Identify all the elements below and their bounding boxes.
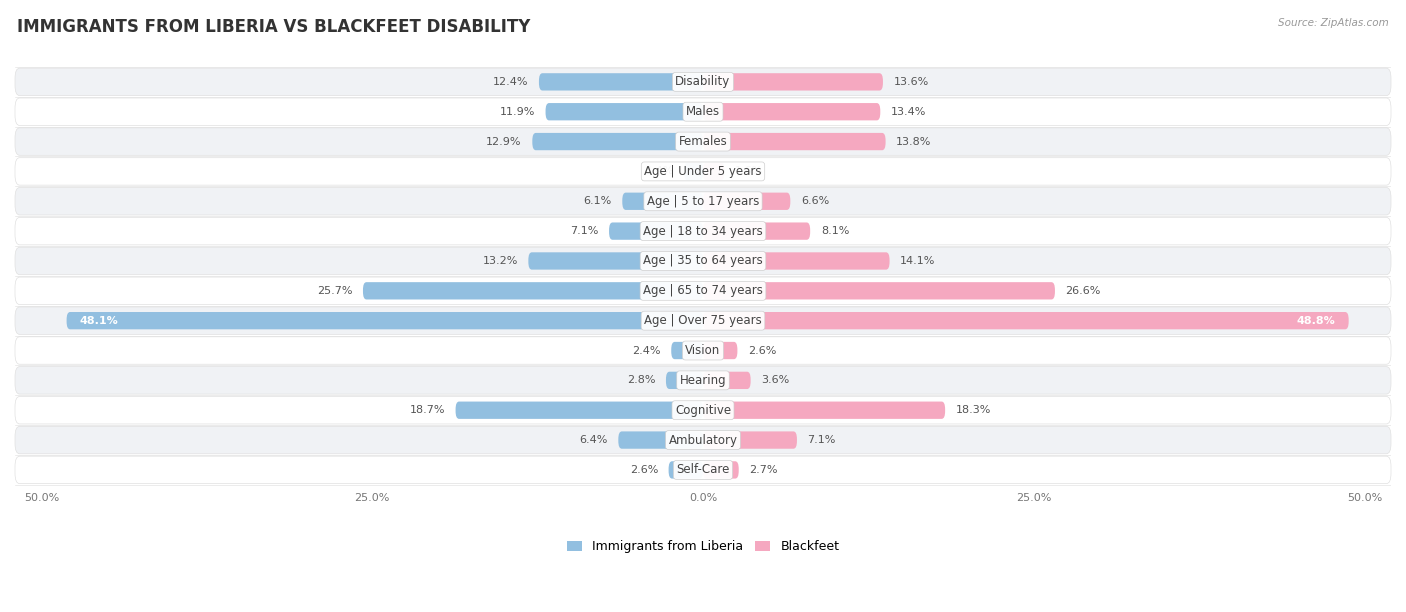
FancyBboxPatch shape <box>15 427 1391 454</box>
FancyBboxPatch shape <box>623 193 703 210</box>
FancyBboxPatch shape <box>666 371 703 389</box>
Text: 12.4%: 12.4% <box>494 77 529 87</box>
Text: 11.9%: 11.9% <box>499 106 534 117</box>
FancyBboxPatch shape <box>685 163 703 180</box>
FancyBboxPatch shape <box>15 128 1391 155</box>
Text: Vision: Vision <box>685 344 721 357</box>
FancyBboxPatch shape <box>15 367 1391 394</box>
FancyBboxPatch shape <box>456 401 703 419</box>
FancyBboxPatch shape <box>703 223 810 240</box>
Text: Males: Males <box>686 105 720 118</box>
FancyBboxPatch shape <box>671 342 703 359</box>
FancyBboxPatch shape <box>703 282 1054 299</box>
Text: Age | 18 to 34 years: Age | 18 to 34 years <box>643 225 763 237</box>
Text: Disability: Disability <box>675 75 731 88</box>
FancyBboxPatch shape <box>15 217 1391 245</box>
FancyBboxPatch shape <box>703 401 945 419</box>
Text: Age | Under 5 years: Age | Under 5 years <box>644 165 762 178</box>
Text: 14.1%: 14.1% <box>900 256 935 266</box>
Text: IMMIGRANTS FROM LIBERIA VS BLACKFEET DISABILITY: IMMIGRANTS FROM LIBERIA VS BLACKFEET DIS… <box>17 18 530 36</box>
Text: 18.3%: 18.3% <box>956 405 991 415</box>
Text: 13.6%: 13.6% <box>894 77 929 87</box>
Text: 2.7%: 2.7% <box>749 465 778 475</box>
Text: Age | 5 to 17 years: Age | 5 to 17 years <box>647 195 759 207</box>
Text: 6.1%: 6.1% <box>583 196 612 206</box>
FancyBboxPatch shape <box>703 133 886 150</box>
FancyBboxPatch shape <box>15 277 1391 305</box>
Text: 6.6%: 6.6% <box>801 196 830 206</box>
Text: 1.4%: 1.4% <box>645 166 673 176</box>
FancyBboxPatch shape <box>15 307 1391 334</box>
FancyBboxPatch shape <box>703 371 751 389</box>
FancyBboxPatch shape <box>703 431 797 449</box>
FancyBboxPatch shape <box>703 163 724 180</box>
Text: 2.6%: 2.6% <box>630 465 658 475</box>
FancyBboxPatch shape <box>669 461 703 479</box>
Text: 7.1%: 7.1% <box>807 435 837 445</box>
FancyBboxPatch shape <box>703 193 790 210</box>
Text: 8.1%: 8.1% <box>821 226 849 236</box>
Text: 2.4%: 2.4% <box>633 346 661 356</box>
Text: Hearing: Hearing <box>679 374 727 387</box>
FancyBboxPatch shape <box>15 337 1391 364</box>
Text: 2.8%: 2.8% <box>627 375 655 386</box>
Legend: Immigrants from Liberia, Blackfeet: Immigrants from Liberia, Blackfeet <box>561 535 845 558</box>
Text: 48.1%: 48.1% <box>80 316 118 326</box>
Text: 13.8%: 13.8% <box>896 136 932 146</box>
Text: Self-Care: Self-Care <box>676 463 730 476</box>
Text: Age | Over 75 years: Age | Over 75 years <box>644 314 762 327</box>
Text: 3.6%: 3.6% <box>761 375 789 386</box>
Text: 18.7%: 18.7% <box>409 405 446 415</box>
Text: 6.4%: 6.4% <box>579 435 607 445</box>
FancyBboxPatch shape <box>609 223 703 240</box>
FancyBboxPatch shape <box>15 98 1391 125</box>
Text: Females: Females <box>679 135 727 148</box>
Text: 25.7%: 25.7% <box>316 286 353 296</box>
FancyBboxPatch shape <box>538 73 703 91</box>
Text: 7.1%: 7.1% <box>569 226 599 236</box>
Text: Source: ZipAtlas.com: Source: ZipAtlas.com <box>1278 18 1389 28</box>
FancyBboxPatch shape <box>15 158 1391 185</box>
FancyBboxPatch shape <box>15 456 1391 483</box>
FancyBboxPatch shape <box>703 103 880 121</box>
Text: Ambulatory: Ambulatory <box>668 433 738 447</box>
FancyBboxPatch shape <box>546 103 703 121</box>
FancyBboxPatch shape <box>529 252 703 270</box>
FancyBboxPatch shape <box>703 342 737 359</box>
Text: Age | 65 to 74 years: Age | 65 to 74 years <box>643 285 763 297</box>
FancyBboxPatch shape <box>15 187 1391 215</box>
Text: 12.9%: 12.9% <box>486 136 522 146</box>
FancyBboxPatch shape <box>703 73 883 91</box>
FancyBboxPatch shape <box>66 312 703 329</box>
Text: 48.8%: 48.8% <box>1296 316 1336 326</box>
FancyBboxPatch shape <box>363 282 703 299</box>
Text: Age | 35 to 64 years: Age | 35 to 64 years <box>643 255 763 267</box>
FancyBboxPatch shape <box>703 461 738 479</box>
Text: 13.4%: 13.4% <box>891 106 927 117</box>
Text: 26.6%: 26.6% <box>1066 286 1101 296</box>
FancyBboxPatch shape <box>15 247 1391 275</box>
FancyBboxPatch shape <box>15 397 1391 424</box>
Text: 2.6%: 2.6% <box>748 346 776 356</box>
FancyBboxPatch shape <box>703 312 1348 329</box>
Text: 13.2%: 13.2% <box>482 256 517 266</box>
FancyBboxPatch shape <box>533 133 703 150</box>
Text: 1.6%: 1.6% <box>735 166 763 176</box>
FancyBboxPatch shape <box>15 68 1391 95</box>
Text: Cognitive: Cognitive <box>675 404 731 417</box>
FancyBboxPatch shape <box>703 252 890 270</box>
FancyBboxPatch shape <box>619 431 703 449</box>
